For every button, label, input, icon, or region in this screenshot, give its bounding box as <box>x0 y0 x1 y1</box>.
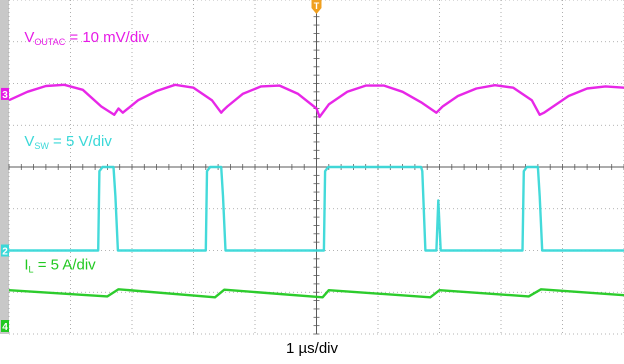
trace-outac <box>8 83 624 119</box>
series-label: IL = 5 A/div <box>24 256 96 274</box>
trace-l <box>8 288 624 299</box>
trace-sw <box>9 165 624 252</box>
channel-marker-2 <box>1 244 9 257</box>
waveform-traces <box>8 83 624 299</box>
series-label: VOUTAC = 10 mV/div <box>24 29 149 47</box>
channel-marker-label: 3 <box>2 90 8 101</box>
channel-labels: VOUTAC = 10 mV/div VSW = 5 V/div IL = 5 A/… <box>24 29 149 275</box>
left-marker-bar <box>0 0 9 334</box>
trigger-marker <box>311 0 322 14</box>
series-label: VSW = 5 V/div <box>24 133 112 151</box>
channel-marker-4 <box>1 320 9 332</box>
trigger-marker-label: T <box>314 1 320 11</box>
channel-markers: 3 2 4 T <box>1 0 322 333</box>
x-axis-label: 1 µs/div <box>286 340 338 357</box>
channel-marker-3 <box>1 87 9 100</box>
channel-marker-label: 2 <box>2 247 8 258</box>
channel-marker-label: 4 <box>2 322 8 333</box>
